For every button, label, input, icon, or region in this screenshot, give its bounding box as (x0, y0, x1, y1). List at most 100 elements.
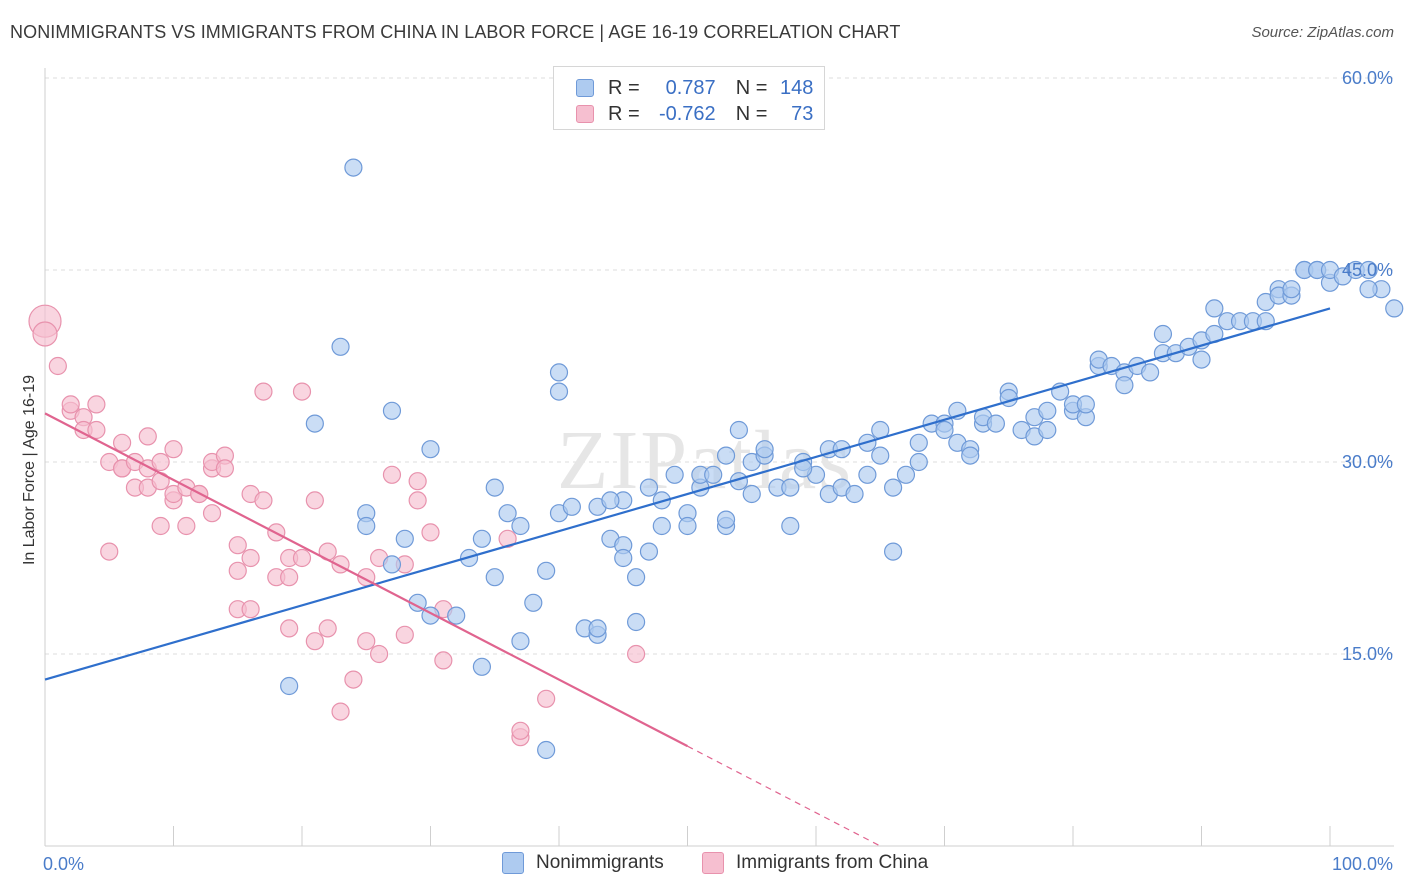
axes (44, 68, 1394, 847)
legend-r-label: R = (608, 102, 640, 125)
immigrant-point (395, 625, 414, 644)
immigrant-point (164, 440, 183, 459)
legend-n-label: N = (735, 76, 768, 99)
gridlines (45, 77, 1394, 655)
immigrant-point (151, 516, 170, 536)
nonimmigrant-point (357, 516, 376, 536)
immigrant-point (331, 702, 350, 721)
immigrant-point (254, 491, 273, 510)
nonimmigrant-point (614, 548, 633, 568)
chart-title: NONIMMIGRANTS VS IMMIGRANTS FROM CHINA I… (10, 22, 901, 42)
nonimmigrant-point (382, 555, 402, 574)
legend-n-value: 73 (791, 102, 814, 125)
nonimmigrant-point (626, 568, 646, 587)
immigrant-point (100, 542, 119, 561)
nonimmigrant-point (961, 446, 980, 465)
nonimmigrant-point (562, 497, 581, 516)
nonimmigrant-point (845, 484, 864, 504)
legend-n-value: 148 (780, 76, 814, 99)
immigrant-point (48, 356, 67, 376)
nonimmigrant-point (909, 452, 928, 472)
source-credit: Source: ZipAtlas.com (1251, 24, 1394, 41)
nonimmigrant-point (549, 363, 569, 382)
immigrant-point (202, 504, 222, 523)
immigrant-point (305, 491, 324, 510)
nonimmigrant-point (511, 632, 530, 651)
immigrant-point (177, 516, 196, 536)
immigrant-point (138, 427, 157, 446)
y-tick-label: 45.0% (1342, 260, 1393, 280)
legend-row-immigrants-china: R = -0.762 N = 73 (576, 101, 813, 127)
nonimmigrant-point (755, 440, 774, 459)
nonimmigrant-point (1385, 299, 1404, 318)
nonimmigrant-point (716, 510, 736, 529)
nonimmigrant-point (742, 484, 761, 504)
nonimmigrant-point (639, 542, 659, 561)
immigrant-point (61, 395, 80, 414)
x-tick-label: 0.0% (43, 854, 84, 874)
immigrant-point (228, 536, 247, 555)
y-tick-label: 60.0% (1342, 68, 1393, 88)
bottom-legend-nonimmigrants: Nonimmigrants (502, 852, 664, 874)
nonimmigrant-point (781, 478, 800, 497)
immigrant-point (32, 321, 58, 347)
nonimmigrant-point (1115, 376, 1134, 395)
nonimmigrant-point (485, 568, 504, 587)
nonimmigrant-point (716, 446, 736, 465)
nonimmigrant-point (729, 420, 749, 440)
nonimmigrant-point (472, 529, 491, 548)
immigrant-point (318, 619, 337, 638)
immigrants-china-points (28, 304, 646, 747)
immigrant-point (112, 433, 132, 452)
bottom-legend-immigrants-china: Immigrants from China (702, 852, 928, 874)
nonimmigrant-point (472, 657, 491, 676)
immigrant-point (626, 644, 646, 664)
nonimmigrant-point (537, 561, 556, 580)
legend-r-value: -0.762 (658, 102, 716, 125)
stats-legend: R = 0.787 N = 148 R = -0.762 N = 73 (553, 66, 825, 130)
immigrant-point (292, 382, 312, 401)
nonimmigrant-point (858, 465, 877, 484)
nonimmigrant-point (485, 478, 504, 497)
nonimmigrants-trend-line (44, 307, 1331, 681)
nonimmigrant-point (665, 465, 684, 484)
nonimmigrant-point (588, 619, 607, 638)
nonimmigrant-point (1076, 395, 1095, 414)
nonimmigrant-point (1359, 280, 1378, 299)
nonimmigrant-point (421, 440, 440, 459)
immigrant-point (292, 548, 312, 568)
immigrant-point (87, 420, 106, 440)
immigrant-point (357, 632, 376, 651)
nonimmigrant-point (1140, 363, 1160, 382)
trend-lines (44, 307, 1331, 847)
nonimmigrant-point (601, 491, 620, 510)
tick-labels: 15.0% 30.0% 45.0% 60.0% 0.0% 100.0% (43, 68, 1393, 874)
immigrant-point (408, 491, 427, 510)
nonimmigrant-point (909, 433, 928, 452)
nonimmigrant-point (511, 516, 530, 536)
y-tick-label: 15.0% (1342, 644, 1393, 664)
nonimmigrant-point (986, 414, 1006, 433)
nonimmigrant-point (1192, 350, 1211, 369)
immigrants-trend-extension (687, 745, 881, 847)
y-tick-label: 30.0% (1342, 452, 1393, 472)
immigrant-point (151, 452, 170, 472)
legend-r-value: 0.787 (665, 76, 716, 99)
nonimmigrant-point (883, 542, 903, 561)
bottom-legend-label: Nonimmigrants (536, 852, 664, 873)
blue-swatch (502, 852, 524, 874)
nonimmigrant-point (280, 676, 299, 696)
immigrants-trend-line (44, 412, 689, 748)
nonimmigrant-point (639, 478, 659, 497)
pink-swatch (702, 852, 724, 874)
bottom-legend-label: Immigrants from China (736, 852, 929, 873)
nonimmigrant-point (626, 612, 646, 632)
legend-r-label: R = (608, 76, 640, 99)
legend-row-nonimmigrants: R = 0.787 N = 148 (576, 75, 813, 101)
nonimmigrant-point (652, 516, 671, 536)
immigrant-point (241, 600, 260, 619)
nonimmigrant-point (704, 465, 723, 484)
nonimmigrant-point (896, 465, 916, 484)
nonimmigrant-point (331, 337, 350, 356)
